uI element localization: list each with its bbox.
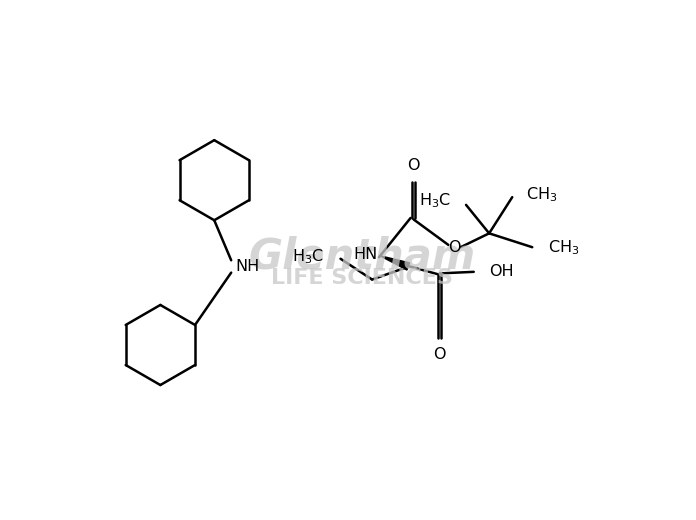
Text: OH: OH bbox=[489, 264, 514, 279]
Polygon shape bbox=[380, 256, 410, 270]
Text: CH$_3$: CH$_3$ bbox=[548, 238, 579, 256]
Text: O: O bbox=[407, 158, 420, 173]
Text: H$_3$C: H$_3$C bbox=[418, 192, 450, 211]
Text: H$_3$C: H$_3$C bbox=[292, 247, 324, 266]
Text: HN: HN bbox=[354, 248, 377, 263]
Text: LIFE SCIENCES: LIFE SCIENCES bbox=[271, 268, 453, 288]
Text: NH: NH bbox=[235, 259, 260, 274]
Text: O: O bbox=[433, 347, 445, 362]
Text: Glentham: Glentham bbox=[248, 236, 475, 278]
Text: CH$_3$: CH$_3$ bbox=[526, 186, 557, 204]
Text: O: O bbox=[448, 240, 461, 255]
